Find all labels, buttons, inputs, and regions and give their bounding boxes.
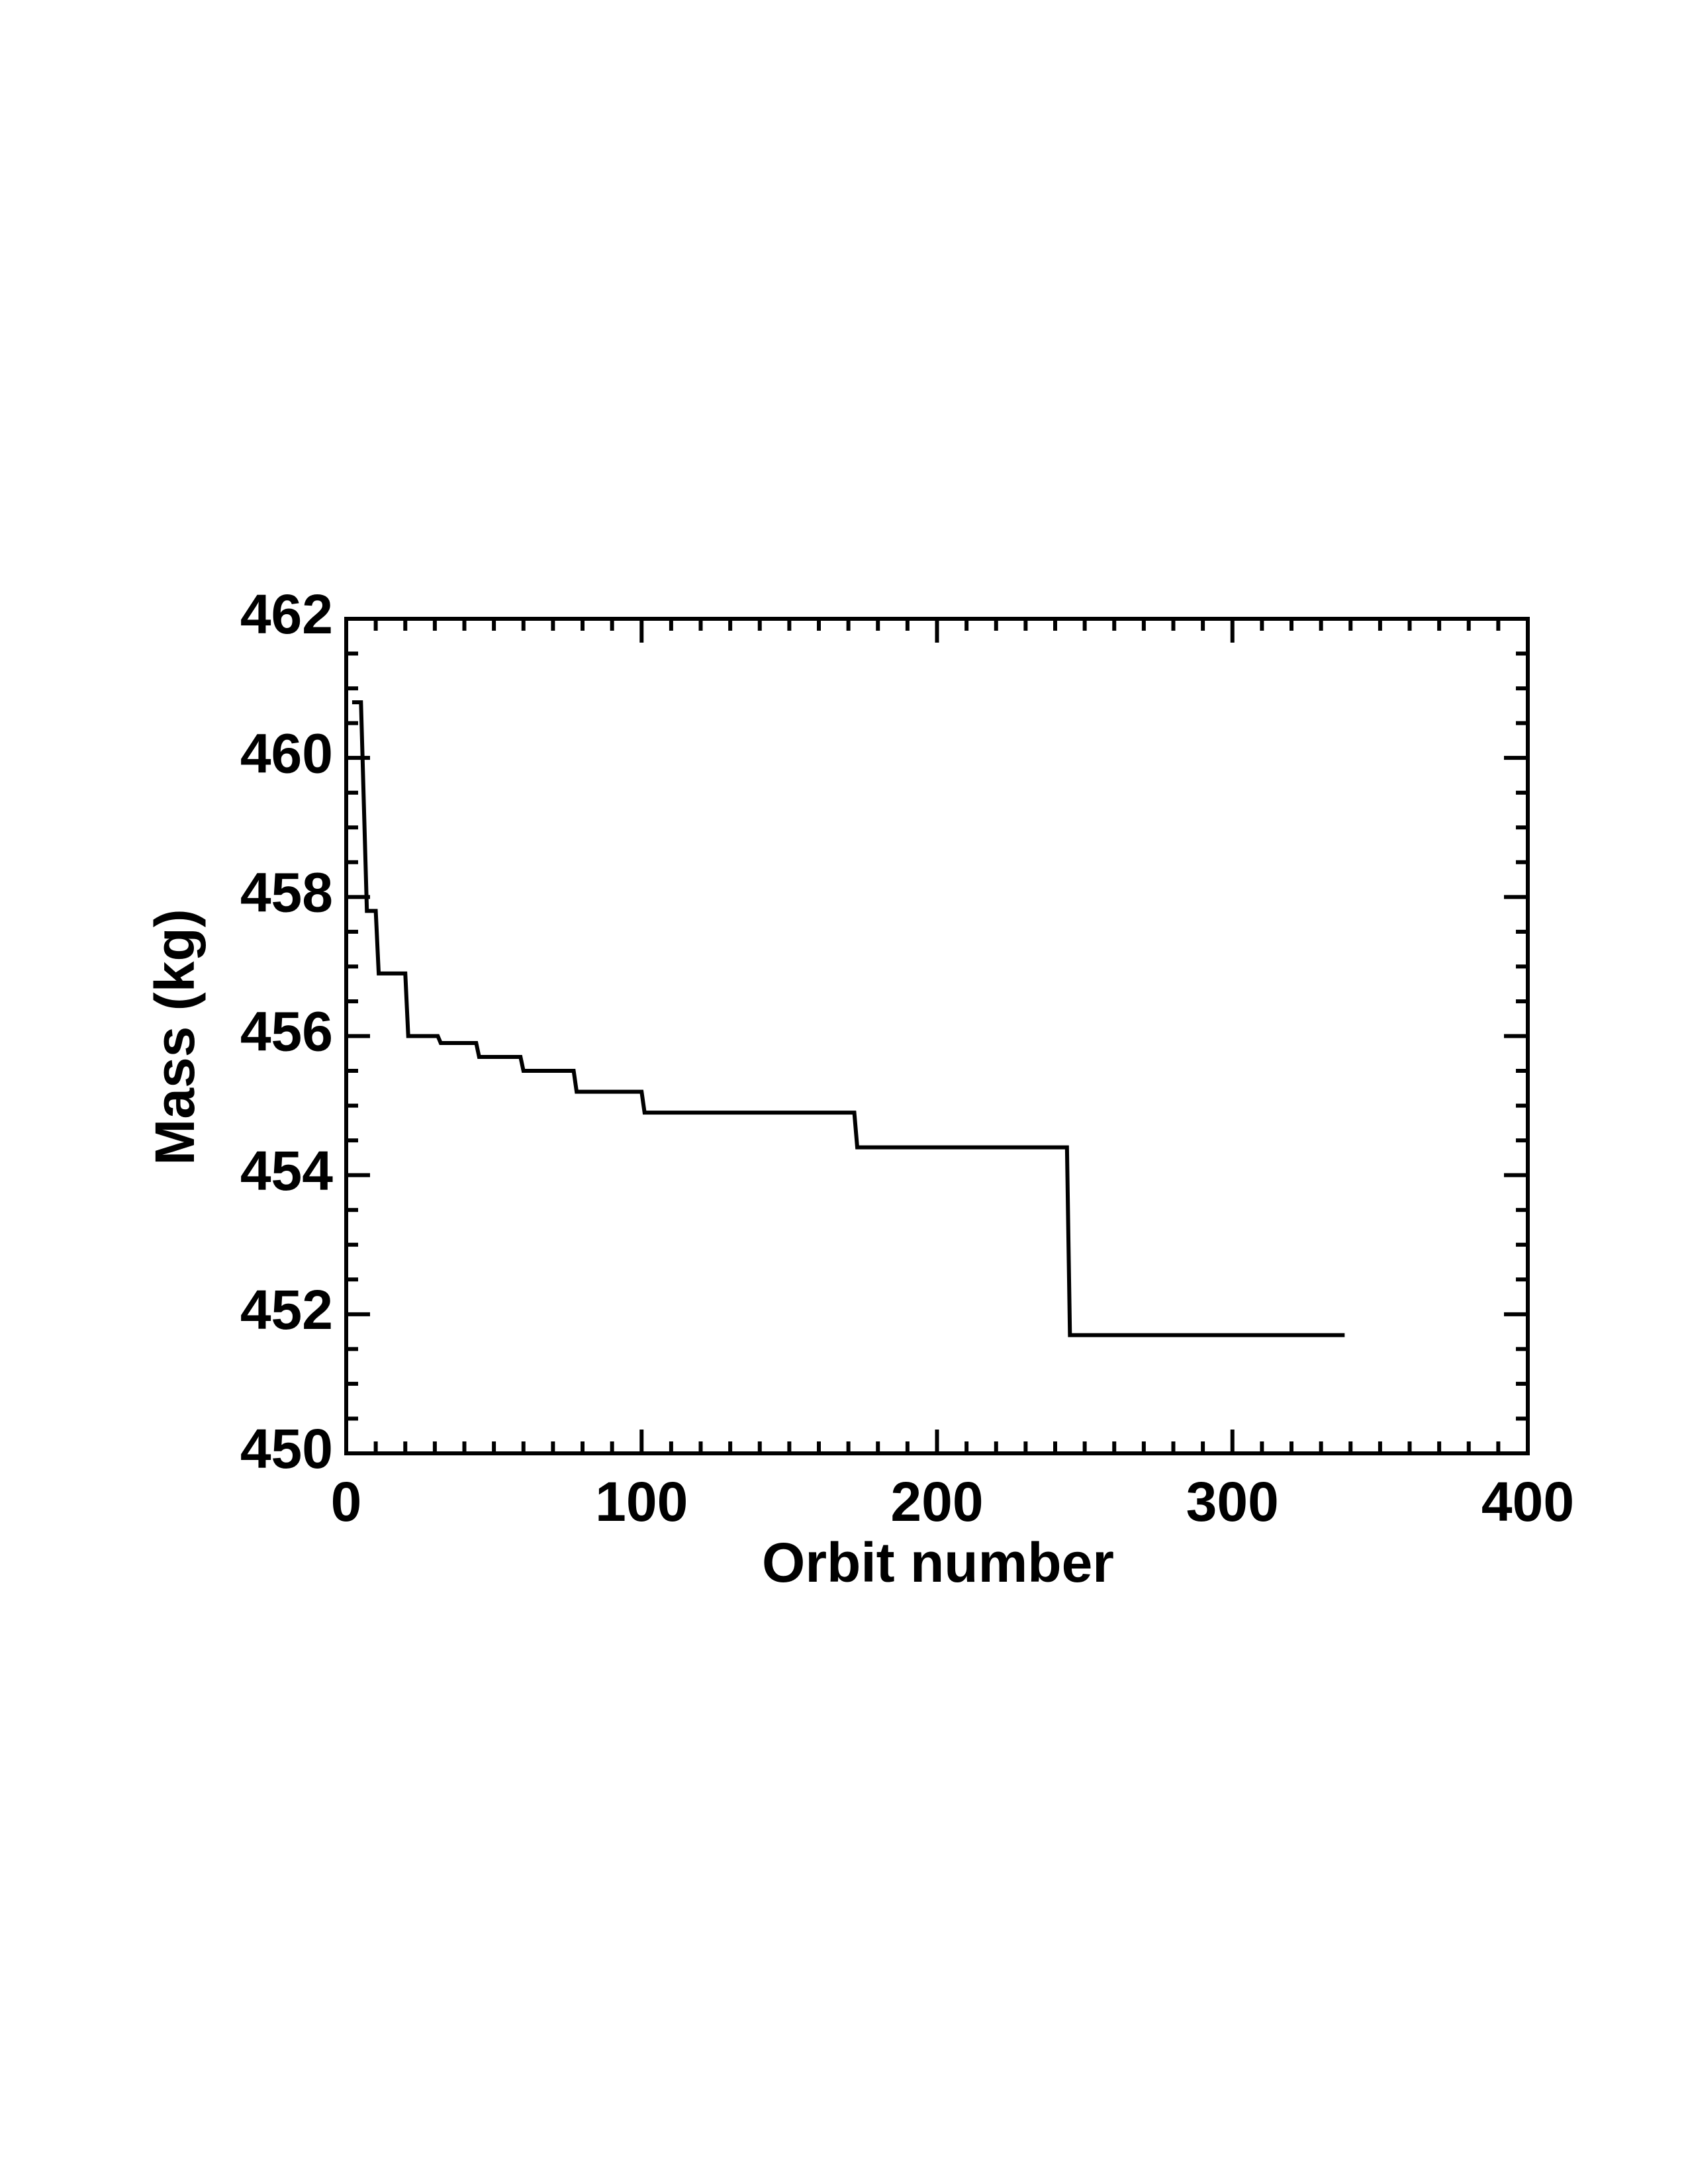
x-tick-label: 300 — [1186, 1471, 1279, 1533]
y-tick-label: 454 — [240, 1140, 333, 1202]
y-tick-label: 458 — [240, 862, 333, 924]
x-tick-label: 100 — [595, 1471, 688, 1533]
x-tick-label: 400 — [1481, 1471, 1574, 1533]
y-tick-label: 460 — [240, 722, 333, 784]
y-tick-label: 456 — [240, 1001, 333, 1063]
y-tick-label: 462 — [240, 583, 333, 645]
data-line — [352, 700, 1345, 1338]
y-tick-label: 452 — [240, 1279, 333, 1341]
y-axis-title: Mass (kg) — [144, 909, 206, 1165]
x-tick-label: 0 — [331, 1471, 362, 1533]
y-tick-label: 450 — [240, 1418, 333, 1480]
x-axis-title: Orbit number — [762, 1531, 1114, 1594]
x-tick-label: 200 — [890, 1471, 983, 1533]
